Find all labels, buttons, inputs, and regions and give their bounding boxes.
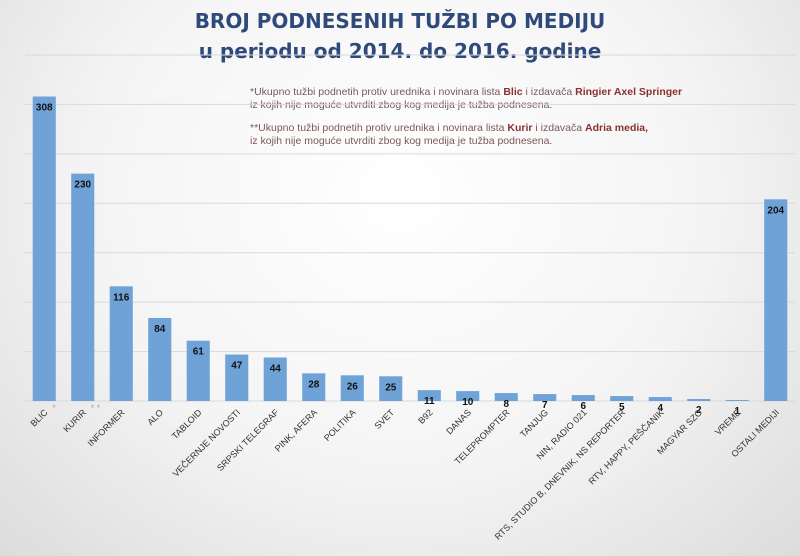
category-label: RTS, STUDIO B, DNEVNIK, NS REPORTER [493, 407, 628, 542]
bar [71, 173, 95, 401]
bar [648, 397, 672, 401]
value-labels: 308 230 116 84 61 47 44 28 26 25 11 10 8 7 6 5 4 2 1 204 [36, 103, 785, 417]
data-label: 2 [696, 405, 702, 416]
category-label: INFORMER [86, 407, 127, 448]
category-label: RTV, HAPPY, PEŠČANIK [587, 407, 666, 486]
data-label: 44 [270, 364, 282, 375]
footnotes: *Ukupno tužbi podnetih protiv urednika i… [250, 86, 790, 158]
bar [456, 391, 480, 401]
data-label: 230 [74, 180, 91, 191]
footnote-kurir-text-c: i izdavača [532, 122, 586, 134]
category-label: TABLOID [170, 407, 204, 441]
category-label: KURIR [61, 407, 88, 434]
category-label: SVET [372, 407, 396, 431]
bar [417, 390, 441, 401]
data-label: 10 [462, 397, 474, 408]
bar [379, 376, 403, 401]
category-labels: BLIC * KURIR * *INFORMER ALO TABLOIDVEČERNJE … [28, 403, 781, 542]
footnote-kurir-text-a: **Ukupno tužbi podnetih protiv urednika … [250, 122, 508, 134]
footnote-blic-highlight-publisher: Ringier Axel Springer [575, 86, 683, 98]
data-label: 116 [113, 292, 130, 303]
chart-title-line-2: u periodu od 2014. do 2016. godine [198, 39, 602, 63]
data-label: 5 [619, 402, 625, 413]
data-label: 8 [503, 399, 509, 410]
footnote-kurir-highlight-kurir: Kurir [507, 122, 533, 134]
category-label: VEČERNJE NOVOSTI [171, 407, 242, 478]
data-label: 7 [542, 400, 548, 411]
bar [571, 395, 595, 401]
footnote-blic-highlight-blic: Blic [503, 86, 523, 98]
data-label: 26 [347, 381, 359, 392]
bar [340, 375, 364, 401]
bar [533, 394, 557, 401]
footnote-kurir-text-e: iz kojih nije moguće utvrditi zbog kog m… [250, 135, 553, 147]
bar [610, 396, 634, 401]
footnote-blic-text-c: i izdavača [522, 86, 576, 98]
data-label: 4 [657, 403, 663, 414]
footnote-blic-text-e: iz kojih nije moguće utvrditi zbog kog m… [250, 99, 553, 111]
data-label: 308 [36, 103, 53, 114]
category-label: BLIC [28, 407, 50, 429]
footnote-kurir: **Ukupno tužbi podnetih protiv urednika … [250, 122, 790, 148]
data-label: 28 [308, 379, 320, 390]
footnote-kurir-highlight-publisher: Adria media, [585, 122, 649, 134]
bar [148, 317, 172, 401]
bar [109, 286, 133, 401]
bar [764, 199, 788, 401]
footnote-blic-text-a: *Ukupno tužbi podnetih protiv urednika i… [250, 86, 504, 98]
bar [494, 393, 518, 401]
bar [687, 399, 711, 401]
data-label: 6 [580, 401, 586, 412]
category-label: B92 [416, 407, 434, 425]
data-label: 11 [424, 396, 435, 407]
bar [32, 96, 56, 402]
bar [225, 354, 249, 401]
category-label: DANAS [444, 407, 473, 436]
bar [186, 340, 210, 401]
category-label: POLITIKA [322, 407, 358, 443]
footnote-blic: *Ukupno tužbi podnetih protiv urednika i… [250, 86, 790, 112]
data-label: 84 [154, 324, 166, 335]
data-label: 61 [193, 347, 205, 358]
bar [263, 357, 287, 401]
category-label: TANJUG [518, 407, 550, 439]
data-label: 25 [385, 382, 397, 393]
bar [725, 400, 749, 401]
bars [32, 96, 788, 402]
chart-title-line-1: BROJ PODNESENIH TUŽBI PO MEDIJU [194, 9, 606, 33]
footnote-marker: * * [91, 403, 101, 413]
chart-title: BROJ PODNESENIH TUŽBI PO MEDIJU u period… [0, 6, 800, 66]
data-label: 47 [231, 361, 243, 372]
bar [302, 373, 326, 401]
footnote-marker: * [52, 403, 56, 413]
category-label: VREME [713, 407, 743, 437]
data-label: 204 [767, 205, 784, 216]
gridlines [25, 54, 795, 402]
category-label: ALO [145, 407, 165, 427]
data-label: 1 [734, 406, 740, 417]
